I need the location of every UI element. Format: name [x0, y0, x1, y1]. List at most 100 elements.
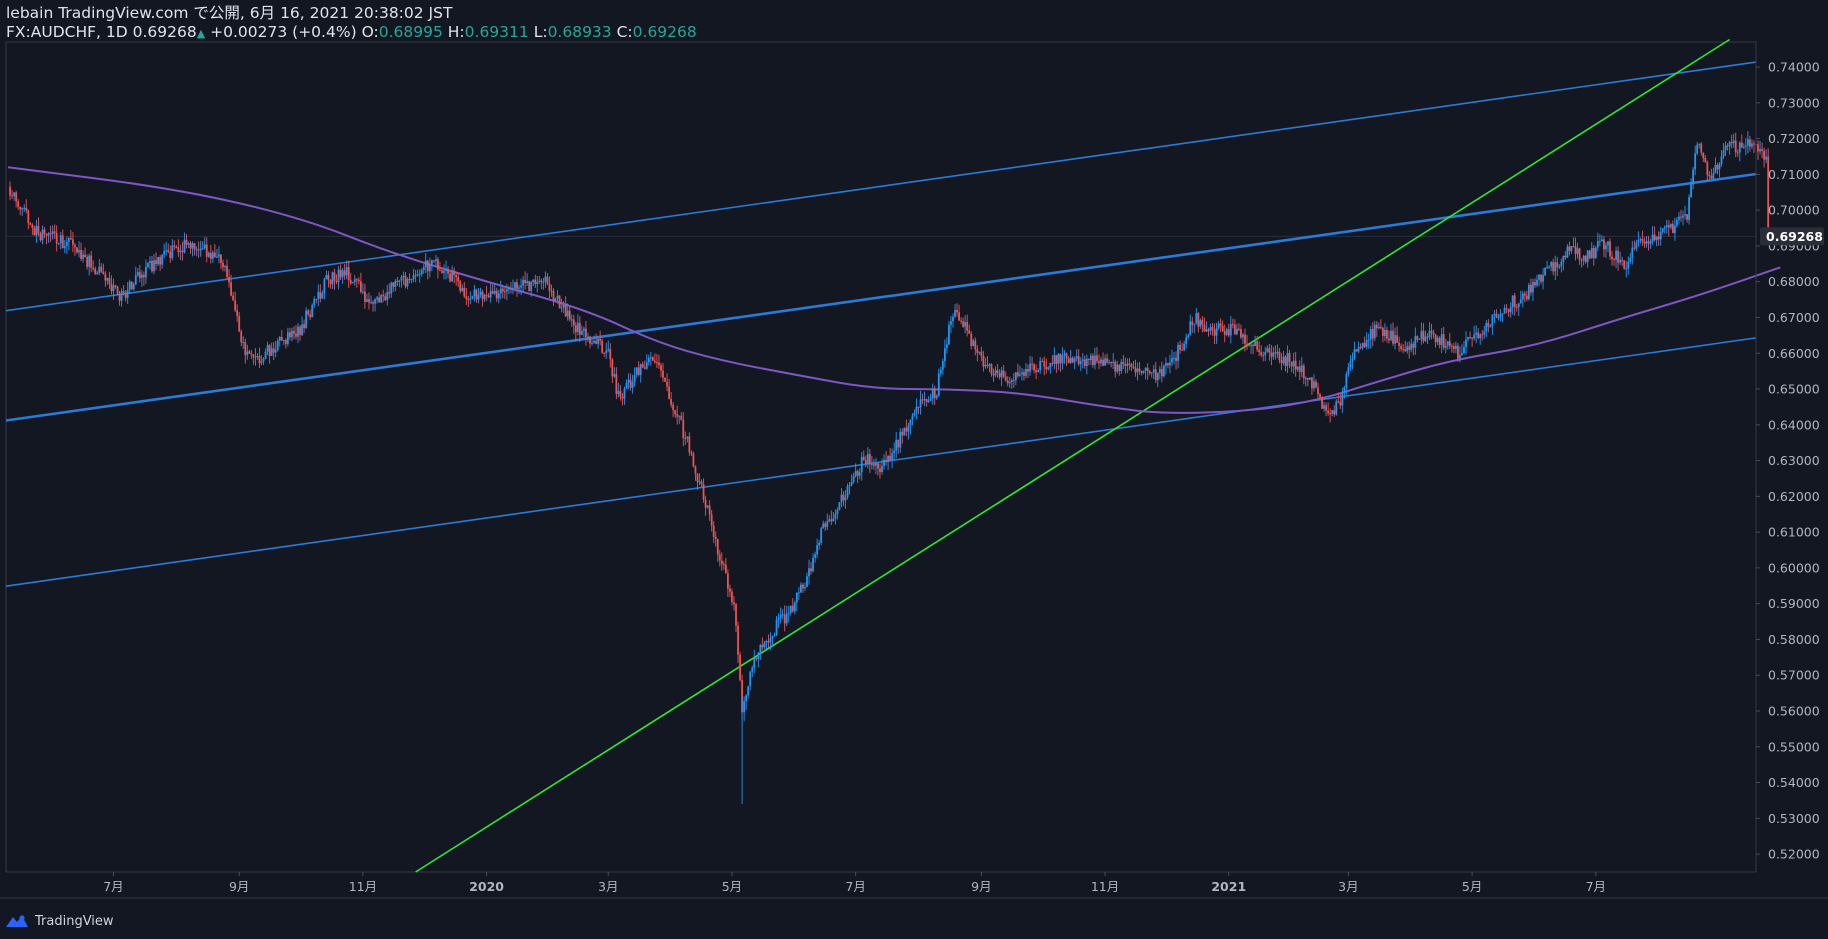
candle-body	[1140, 370, 1143, 373]
candle-body	[74, 244, 76, 248]
candle-body	[88, 255, 91, 267]
candle	[1534, 278, 1536, 288]
y-tick-label: 0.65000	[1768, 382, 1820, 397]
candle-body	[110, 283, 113, 292]
candle	[840, 488, 843, 508]
candle	[1246, 335, 1248, 350]
candle	[1738, 141, 1741, 162]
candle	[45, 233, 48, 245]
candle	[1381, 326, 1384, 343]
candle	[826, 513, 829, 531]
candle-body	[564, 304, 567, 317]
candle	[1379, 319, 1382, 330]
candle-body	[1217, 323, 1220, 329]
candle	[481, 289, 484, 307]
tradingview-footer[interactable]: TradingView	[4, 910, 114, 932]
candle-body	[1635, 242, 1638, 249]
candle-body	[1386, 329, 1388, 339]
candle	[1540, 274, 1542, 285]
candle-body	[658, 362, 660, 366]
candle	[396, 276, 399, 286]
candle	[165, 241, 168, 256]
candle	[1023, 369, 1025, 381]
candle-body	[808, 568, 810, 577]
candle-body	[1043, 361, 1046, 367]
candle-body	[1089, 355, 1092, 361]
candle-body	[1073, 358, 1076, 363]
moving-average-layer	[7, 166, 1781, 414]
candle-body	[1501, 313, 1504, 315]
candle	[1321, 395, 1323, 409]
candle	[832, 512, 835, 522]
candle-body	[627, 379, 630, 383]
candle	[313, 296, 316, 308]
symbol-label[interactable]: FX:AUDCHF, 1D	[6, 22, 128, 41]
candle	[556, 290, 559, 304]
candle-body	[676, 414, 679, 417]
candle-body	[327, 275, 330, 281]
candle-body	[546, 276, 549, 284]
candle	[1274, 345, 1277, 360]
candle	[992, 368, 995, 382]
candle-body	[487, 295, 490, 298]
candle	[538, 275, 541, 285]
candle-body	[1584, 255, 1587, 263]
candle-body	[1252, 344, 1255, 346]
candle	[256, 353, 259, 360]
candle	[933, 385, 936, 405]
candle-body	[609, 348, 612, 360]
candle	[1059, 353, 1062, 372]
candle-body	[1696, 144, 1699, 154]
candle	[236, 304, 239, 322]
candle-body	[1165, 362, 1167, 366]
candle	[653, 353, 656, 364]
candle	[1294, 351, 1297, 377]
candle-body	[891, 453, 894, 460]
candle	[1728, 140, 1731, 155]
candle	[623, 386, 626, 405]
candle-body	[268, 345, 271, 356]
candle	[1225, 327, 1228, 337]
candle-body	[649, 357, 652, 359]
candle	[505, 283, 508, 301]
candle-body	[605, 350, 608, 353]
candle-body	[1653, 234, 1656, 241]
candle	[708, 500, 711, 521]
candle	[925, 398, 928, 407]
candle-body	[1517, 303, 1520, 308]
candle	[242, 336, 245, 349]
candle	[286, 327, 289, 347]
candle-body	[1722, 150, 1725, 157]
candle-body	[1471, 337, 1474, 339]
candle-body	[761, 644, 764, 648]
candle	[1744, 137, 1747, 156]
candle-body	[295, 333, 297, 337]
candle-body	[1142, 370, 1145, 373]
candle-body	[1519, 299, 1522, 304]
candle	[9, 181, 11, 201]
candle	[1290, 361, 1293, 373]
candle-body	[434, 259, 437, 261]
candle	[769, 632, 772, 651]
candle	[706, 505, 709, 509]
candle-body	[1375, 324, 1378, 329]
candle-body	[1558, 266, 1561, 268]
candle-body	[15, 192, 18, 202]
candle	[1696, 142, 1699, 156]
candle-body	[524, 279, 527, 284]
candle	[889, 447, 892, 462]
candle	[1136, 362, 1139, 381]
candle	[339, 264, 342, 281]
candle	[1560, 258, 1563, 273]
candle	[1377, 322, 1380, 330]
candle-body	[278, 337, 281, 341]
candle	[735, 602, 737, 633]
candle-body	[1002, 370, 1005, 377]
candle-body	[23, 207, 26, 209]
candle	[280, 329, 283, 341]
candle	[647, 354, 650, 366]
candle-body	[637, 367, 640, 375]
candle-body	[416, 274, 419, 276]
candle-body	[656, 362, 658, 364]
